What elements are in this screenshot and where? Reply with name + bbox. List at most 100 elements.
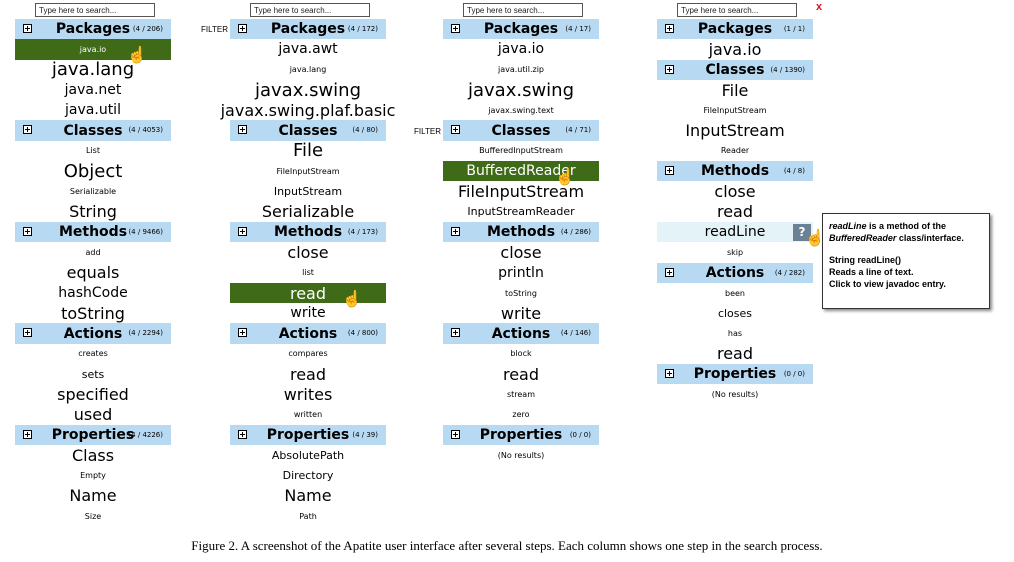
section-header-properties[interactable]: Properties (4 / 4226): [15, 424, 171, 446]
result-item[interactable]: creates: [78, 349, 108, 359]
result-item[interactable]: java.lang: [51, 59, 135, 81]
result-item[interactable]: specified: [57, 384, 129, 404]
section-header-properties[interactable]: Properties (0 / 0): [443, 424, 599, 446]
result-item[interactable]: Directory: [282, 469, 334, 483]
expand-icon[interactable]: [238, 226, 247, 236]
expand-icon[interactable]: [238, 125, 247, 135]
result-item[interactable]: Serializable: [69, 187, 117, 197]
expand-icon[interactable]: [665, 267, 674, 277]
section-header-classes[interactable]: Classes (4 / 80): [230, 120, 386, 141]
section-header-classes[interactable]: Classes (4 / 4053): [15, 120, 171, 141]
result-item[interactable]: javax.swing.plaf.basic: [220, 100, 396, 120]
section-header-methods[interactable]: Methods (4 / 9466): [15, 221, 171, 243]
help-button[interactable]: ?: [793, 223, 811, 241]
result-item[interactable]: InputStream: [273, 185, 343, 199]
result-item[interactable]: AbsolutePath: [271, 448, 345, 462]
expand-icon[interactable]: [23, 429, 32, 439]
result-item[interactable]: stream: [506, 389, 536, 399]
result-item[interactable]: readLine?: [657, 221, 813, 243]
section-header-packages[interactable]: Packages (4 / 206): [15, 19, 171, 40]
result-item[interactable]: Empty: [80, 471, 106, 481]
section-header-actions[interactable]: Actions (4 / 2294): [15, 323, 171, 344]
result-item[interactable]: Reader: [720, 146, 750, 156]
result-item[interactable]: java.awt: [278, 41, 338, 58]
close-icon[interactable]: x: [816, 1, 823, 13]
result-item[interactable]: has: [727, 329, 743, 339]
section-header-methods[interactable]: Methods (4 / 8): [657, 161, 813, 182]
result-item[interactable]: java.io: [15, 39, 171, 60]
expand-icon[interactable]: [23, 125, 32, 135]
result-item[interactable]: writes: [283, 384, 333, 404]
result-item[interactable]: FileInputStream: [457, 182, 585, 202]
expand-icon[interactable]: [665, 369, 674, 379]
result-item[interactable]: FileInputStream: [276, 166, 340, 176]
result-item[interactable]: read: [230, 282, 386, 304]
result-item[interactable]: javax.swing: [254, 79, 362, 101]
result-item[interactable]: BufferedInputStream: [479, 146, 563, 156]
result-item[interactable]: println: [498, 264, 544, 281]
search-input[interactable]: Type here to search...: [463, 3, 583, 17]
result-item[interactable]: used: [73, 405, 113, 425]
section-header-properties[interactable]: Properties (0 / 0): [657, 364, 813, 385]
section-header-actions[interactable]: Actions (4 / 146): [443, 323, 599, 344]
result-item[interactable]: java.util: [65, 102, 121, 119]
expand-icon[interactable]: [451, 328, 460, 338]
expand-icon[interactable]: [238, 328, 247, 338]
expand-icon[interactable]: [451, 226, 460, 236]
result-item[interactable]: read: [502, 364, 540, 384]
result-item[interactable]: java.io: [497, 41, 545, 58]
section-header-actions[interactable]: Actions (4 / 800): [230, 323, 386, 344]
expand-icon[interactable]: [665, 166, 674, 176]
result-item[interactable]: List: [86, 146, 100, 156]
result-item[interactable]: read: [716, 202, 754, 222]
method-tooltip[interactable]: readLine is a method of the BufferedRead…: [822, 213, 990, 309]
result-item[interactable]: File: [721, 80, 749, 100]
expand-icon[interactable]: [665, 64, 674, 74]
section-header-packages[interactable]: Packages (1 / 1): [657, 19, 813, 40]
section-header-packages[interactable]: Packages (4 / 17): [443, 19, 599, 40]
search-input[interactable]: Type here to search...: [35, 3, 155, 17]
result-item[interactable]: InputStreamReader: [467, 205, 575, 219]
result-item[interactable]: Path: [299, 511, 317, 521]
expand-icon[interactable]: [665, 24, 674, 33]
section-header-classes[interactable]: Classes (4 / 1390): [657, 59, 813, 80]
result-item[interactable]: skip: [726, 247, 744, 257]
result-item[interactable]: equals: [66, 263, 120, 283]
expand-icon[interactable]: [23, 328, 32, 338]
result-item[interactable]: Name: [284, 486, 332, 506]
result-item[interactable]: FileInputStream: [703, 105, 767, 115]
search-input[interactable]: Type here to search...: [250, 3, 370, 17]
search-input[interactable]: Type here to search...: [677, 3, 797, 17]
result-item[interactable]: closes: [717, 306, 753, 320]
result-item[interactable]: javax.swing: [467, 79, 575, 101]
result-item[interactable]: String: [69, 202, 117, 222]
result-item[interactable]: java.lang: [289, 65, 327, 75]
result-item[interactable]: Name: [69, 486, 117, 506]
expand-icon[interactable]: [238, 429, 247, 439]
result-item[interactable]: write: [290, 305, 326, 322]
result-item[interactable]: (No results): [711, 389, 759, 399]
result-item[interactable]: read: [289, 364, 327, 384]
result-item[interactable]: list: [302, 268, 314, 278]
result-item[interactable]: toString: [505, 288, 537, 298]
result-item[interactable]: write: [500, 303, 542, 323]
expand-icon[interactable]: [23, 24, 32, 33]
result-item[interactable]: java.net: [64, 82, 122, 99]
result-item[interactable]: Object: [63, 160, 123, 182]
result-item[interactable]: zero: [512, 410, 530, 420]
section-header-actions[interactable]: Actions (4 / 282): [657, 262, 813, 283]
section-header-methods[interactable]: Methods (4 / 286): [443, 221, 599, 243]
expand-icon[interactable]: [238, 24, 247, 33]
result-item[interactable]: java.util.zip: [498, 65, 544, 75]
result-item[interactable]: close: [714, 182, 756, 202]
result-item[interactable]: Size: [84, 511, 102, 521]
result-item[interactable]: read: [716, 344, 754, 364]
result-item[interactable]: BufferedReader: [443, 161, 599, 182]
section-header-packages[interactable]: Packages (4 / 172): [230, 19, 386, 40]
result-item[interactable]: Serializable: [261, 202, 355, 222]
result-item[interactable]: File: [292, 140, 324, 162]
result-item[interactable]: close: [287, 242, 329, 262]
expand-icon[interactable]: [451, 24, 460, 33]
expand-icon[interactable]: [451, 429, 460, 439]
expand-icon[interactable]: [23, 226, 32, 236]
